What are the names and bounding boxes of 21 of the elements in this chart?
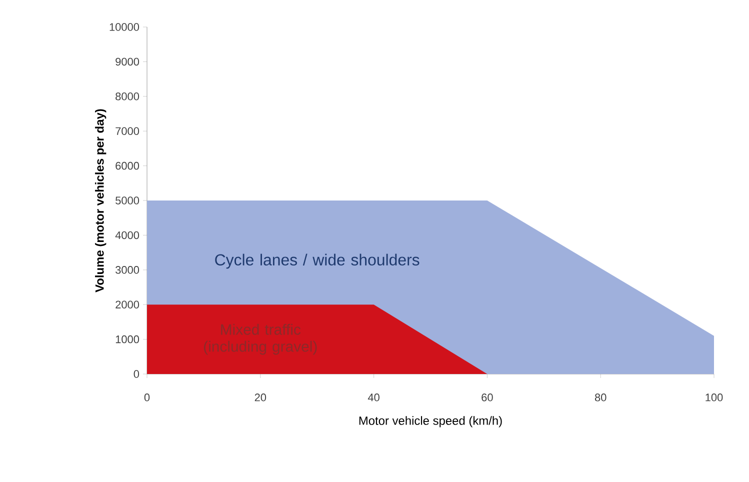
y-tick-label: 8000 [116, 92, 140, 100]
series-label: Cycle lanes / wide shoulders [215, 254, 420, 269]
x-tick-label: 20 [254, 394, 266, 402]
y-tick-label: 9000 [116, 58, 140, 66]
y-tick-label: 2000 [116, 300, 140, 308]
y-tick-label: 0 [134, 370, 140, 378]
x-tick-label: 100 [706, 394, 723, 402]
x-tick-label: 60 [482, 394, 493, 402]
y-tick-label: 10000 [110, 23, 140, 31]
x-axis-title: Motor vehicle speed (km/h) [359, 416, 502, 428]
y-tick-label: 7000 [116, 127, 140, 135]
series-label: Mixed traffic (including gravel) [204, 324, 317, 355]
y-axis-title: Volume (motor vehicles per day) [95, 109, 106, 292]
x-tick-label: 80 [594, 394, 606, 402]
y-tick-label: 4000 [115, 231, 140, 240]
y-tick-label: 5000 [116, 196, 140, 204]
y-tick-label: 1000 [116, 335, 140, 344]
x-tick-label: 40 [368, 394, 380, 402]
x-tick-label: 0 [144, 394, 150, 402]
y-tick-label: 6000 [116, 162, 140, 170]
y-tick-label: 3000 [116, 266, 140, 274]
